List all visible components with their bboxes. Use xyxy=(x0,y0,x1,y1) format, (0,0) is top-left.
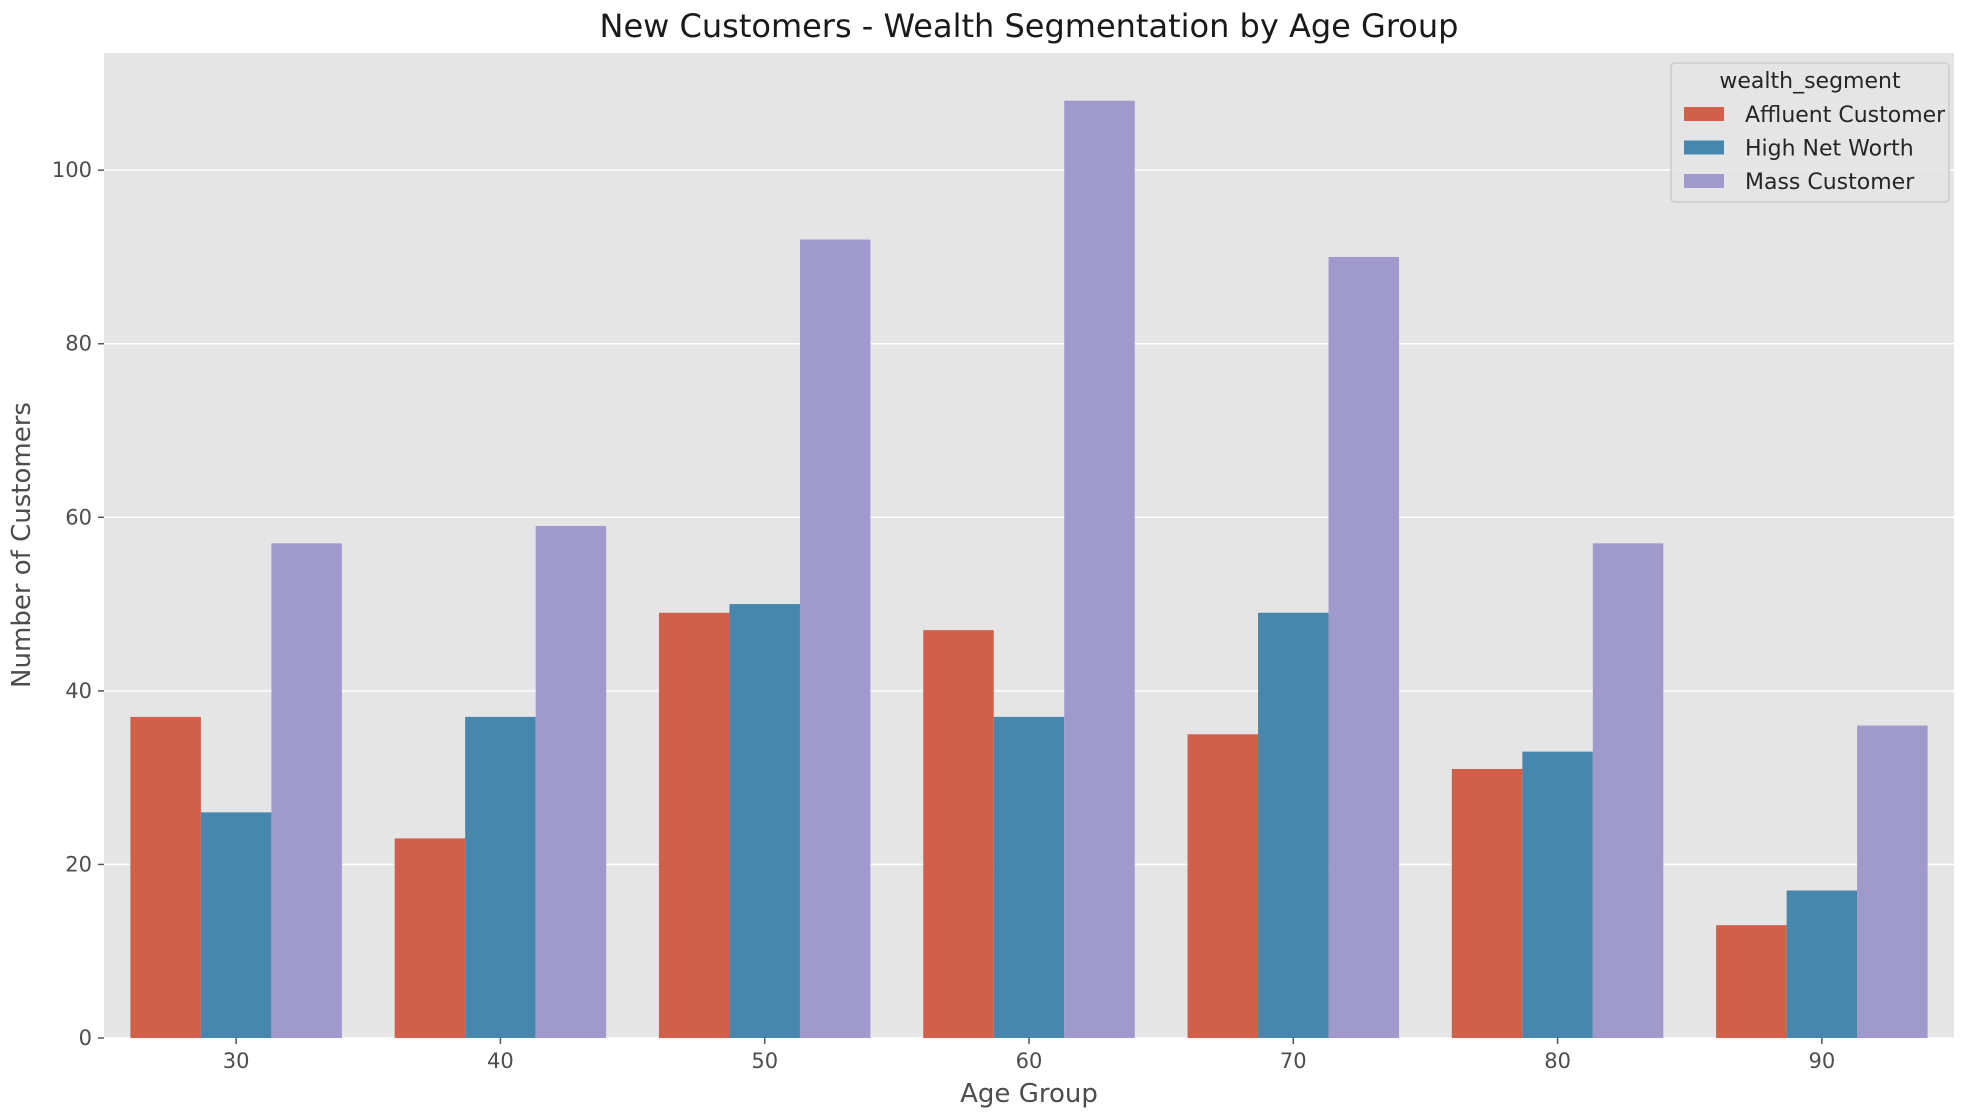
bar-affluent-customer-50 xyxy=(658,612,730,1038)
bar-affluent-customer-70 xyxy=(1187,734,1259,1038)
y-tick-label: 100 xyxy=(52,158,92,182)
bar-high-net-worth-60 xyxy=(993,716,1065,1038)
bar-affluent-customer-80 xyxy=(1451,768,1523,1038)
bar-mass-customer-70 xyxy=(1328,256,1400,1038)
legend-swatch xyxy=(1684,107,1724,121)
bar-affluent-customer-30 xyxy=(130,716,201,1038)
x-tick-label: 90 xyxy=(1808,1049,1835,1073)
bar-mass-customer-60 xyxy=(1064,100,1135,1039)
bar-high-net-worth-40 xyxy=(465,716,536,1038)
bar-high-net-worth-30 xyxy=(200,812,272,1038)
bar-high-net-worth-50 xyxy=(729,604,800,1038)
y-tick-label: 20 xyxy=(65,852,92,876)
y-tick-label: 80 xyxy=(65,332,92,356)
bar-mass-customer-80 xyxy=(1592,543,1664,1038)
x-axis-label: Age Group xyxy=(960,1079,1098,1109)
legend-entry: Affluent Customer xyxy=(1745,103,1946,128)
bar-high-net-worth-90 xyxy=(1786,890,1858,1038)
bar-mass-customer-40 xyxy=(535,525,607,1038)
legend-title: wealth_segment xyxy=(1719,69,1901,94)
legend-box xyxy=(1670,62,1950,203)
legend-entry: High Net Worth xyxy=(1745,137,1914,162)
legend-swatch xyxy=(1684,174,1724,188)
x-tick-label: 30 xyxy=(223,1049,250,1073)
bar-mass-customer-50 xyxy=(799,239,871,1038)
y-tick-label: 0 xyxy=(79,1026,92,1050)
x-tick-label: 70 xyxy=(1280,1049,1307,1073)
x-tick-label: 40 xyxy=(487,1049,514,1073)
legend: wealth_segment Affluent Customer High Net… xyxy=(1670,62,1950,203)
bar-affluent-customer-40 xyxy=(394,838,466,1038)
bar-high-net-worth-70 xyxy=(1258,612,1329,1038)
bars xyxy=(130,100,1928,1039)
y-axis-label: Number of Customers xyxy=(7,402,37,688)
x-axis-ticks: 30 40 50 60 70 80 90 xyxy=(223,1038,1835,1073)
legend-entry: Mass Customer xyxy=(1745,170,1915,195)
bar-affluent-customer-60 xyxy=(923,630,994,1038)
bar-mass-customer-30 xyxy=(271,543,342,1038)
y-axis-ticks: 0 20 40 60 80 100 xyxy=(52,158,104,1050)
bar-high-net-worth-80 xyxy=(1522,751,1593,1038)
legend-swatch xyxy=(1684,140,1724,155)
bar-affluent-customer-90 xyxy=(1716,925,1787,1038)
x-tick-label: 50 xyxy=(751,1049,778,1073)
y-tick-label: 60 xyxy=(65,505,92,529)
y-tick-label: 40 xyxy=(65,679,92,703)
x-tick-label: 60 xyxy=(1016,1049,1043,1073)
chart-title: New Customers - Wealth Segmentation by A… xyxy=(600,7,1459,45)
bar-mass-customer-90 xyxy=(1857,725,1928,1038)
x-tick-label: 80 xyxy=(1544,1049,1571,1073)
